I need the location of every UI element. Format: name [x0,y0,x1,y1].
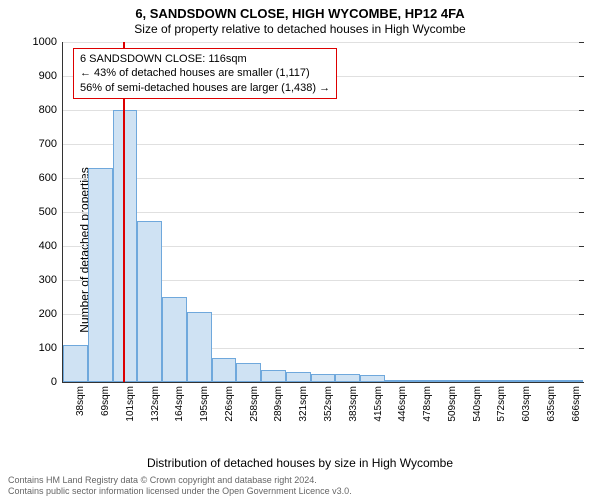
y-tick-mark [579,76,584,77]
histogram-bar [484,380,509,382]
annotation-box: 6 SANDSDOWN CLOSE: 116sqm← 43% of detach… [73,48,337,99]
x-tick-label: 352sqm [323,386,334,422]
x-tick-label: 258sqm [249,386,260,422]
histogram-bar [63,345,88,382]
y-tick-label: 400 [27,240,57,252]
gridline [63,144,583,145]
x-tick-label: 666sqm [571,386,582,422]
x-tick-label: 572sqm [496,386,507,422]
x-tick-label: 164sqm [174,386,185,422]
y-tick-mark [579,212,584,213]
y-tick-label: 1000 [27,36,57,48]
y-tick-mark [579,178,584,179]
histogram-bar [335,374,360,383]
gridline [63,110,583,111]
histogram-bar [236,363,261,382]
histogram-bar [311,374,336,383]
histogram-bar [137,221,162,383]
histogram-bar [434,380,459,382]
y-tick-mark [579,280,584,281]
x-tick-label: 226sqm [224,386,235,422]
y-tick-label: 500 [27,206,57,218]
gridline [63,212,583,213]
footnote-line2: Contains public sector information licen… [8,486,592,497]
x-tick-label: 321sqm [298,386,309,422]
x-tick-label: 415sqm [373,386,384,422]
footnote: Contains HM Land Registry data © Crown c… [8,475,592,497]
gridline [63,178,583,179]
x-tick-label: 101sqm [125,386,136,422]
histogram-bar [410,380,435,382]
x-tick-label: 383sqm [348,386,359,422]
histogram-bar [113,110,138,382]
x-tick-label: 69sqm [100,386,111,416]
y-tick-mark [579,314,584,315]
plot-area: 0100200300400500600700800900100038sqm69s… [62,42,582,382]
y-tick-label: 700 [27,138,57,150]
x-tick-label: 509sqm [447,386,458,422]
histogram-bar [286,372,311,382]
y-tick-mark [579,382,584,383]
y-tick-mark [579,144,584,145]
annotation-line: 56% of semi-detached houses are larger (… [80,81,330,95]
x-tick-label: 132sqm [150,386,161,422]
histogram-bar [187,312,212,382]
histogram-bar [162,297,187,382]
histogram-bar [533,380,558,382]
chart-title-line1: 6, SANDSDOWN CLOSE, HIGH WYCOMBE, HP12 4… [0,6,600,21]
y-tick-mark [579,110,584,111]
axes: 0100200300400500600700800900100038sqm69s… [62,42,583,383]
y-tick-mark [579,42,584,43]
x-tick-label: 635sqm [546,386,557,422]
y-tick-mark [579,246,584,247]
y-tick-label: 200 [27,308,57,320]
histogram-bar [88,168,113,382]
x-tick-label: 603sqm [521,386,532,422]
histogram-bar [509,380,534,382]
histogram-bar [360,375,385,382]
histogram-bar [385,380,410,382]
x-axis-label: Distribution of detached houses by size … [0,456,600,470]
y-tick-label: 900 [27,70,57,82]
x-tick-label: 540sqm [472,386,483,422]
histogram-bar [459,380,484,382]
annotation-line: 6 SANDSDOWN CLOSE: 116sqm [80,52,330,66]
x-tick-label: 38sqm [75,386,86,416]
footnote-line1: Contains HM Land Registry data © Crown c… [8,475,592,486]
x-tick-label: 478sqm [422,386,433,422]
x-tick-label: 289sqm [273,386,284,422]
annotation-line: ← 43% of detached houses are smaller (1,… [80,66,330,80]
y-tick-label: 100 [27,342,57,354]
gridline [63,42,583,43]
y-tick-label: 0 [27,376,57,388]
histogram-bar [261,370,286,382]
histogram-bar [212,358,237,382]
histogram-bar [558,380,583,382]
x-tick-label: 195sqm [199,386,210,422]
y-tick-label: 800 [27,104,57,116]
y-tick-mark [579,348,584,349]
chart-container: 6, SANDSDOWN CLOSE, HIGH WYCOMBE, HP12 4… [0,0,600,500]
chart-title-line2: Size of property relative to detached ho… [0,22,600,36]
x-tick-label: 446sqm [397,386,408,422]
y-tick-label: 600 [27,172,57,184]
y-tick-label: 300 [27,274,57,286]
